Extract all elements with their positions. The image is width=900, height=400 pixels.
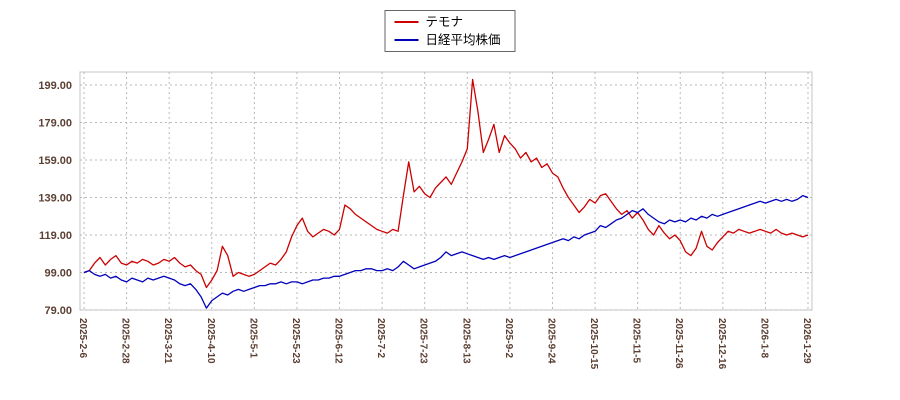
y-tick-label: 199.00 xyxy=(38,80,72,92)
y-tick-label: 159.00 xyxy=(38,155,72,167)
x-tick-label: 2025-9-2 xyxy=(503,318,514,358)
y-tick-label: 99.00 xyxy=(44,268,72,280)
x-tick-label: 2025-4-10 xyxy=(205,318,216,364)
x-tick-label: 2025-8-13 xyxy=(460,318,471,364)
x-tick-label: 2025-10-15 xyxy=(588,318,599,370)
x-tick-label: 2025-5-23 xyxy=(290,318,301,364)
y-tick-label: 139.00 xyxy=(38,193,72,205)
legend-item: テモナ xyxy=(394,16,500,29)
legend-line-swatch xyxy=(394,21,419,24)
legend-item: 日経平均株価 xyxy=(394,32,501,47)
legend-label: テモナ xyxy=(425,15,464,29)
plot-border xyxy=(79,71,813,311)
x-tick-label: 2026-1-29 xyxy=(801,318,812,364)
x-tick-label: 2025-11-5 xyxy=(631,318,642,363)
legend-line-swatch xyxy=(394,38,419,41)
x-tick-label: 2025-5-1 xyxy=(247,318,258,358)
x-tick-label: 2025-2-28 xyxy=(120,318,131,364)
y-tick-label: 119.00 xyxy=(39,230,72,242)
series-line-0 xyxy=(83,78,809,289)
x-tick-label: 2025-7-23 xyxy=(418,318,429,364)
legend-label: 日経平均株価 xyxy=(425,32,501,47)
series-line-1 xyxy=(83,194,809,309)
x-tick-label: 2025-6-12 xyxy=(333,318,344,364)
chart-legend: テモナ 日経平均株価 xyxy=(384,10,516,52)
x-tick-label: 2025-9-24 xyxy=(545,318,556,364)
y-tick-label: 79.00 xyxy=(44,305,72,317)
x-tick-label: 2025-11-26 xyxy=(673,318,684,369)
x-tick-label: 2026-1-8 xyxy=(758,318,769,358)
y-tick-label: 179.00 xyxy=(38,118,72,130)
x-tick-label: 2025-2-6 xyxy=(77,318,88,358)
x-tick-label: 2025-12-16 xyxy=(716,318,727,370)
x-tick-label: 2025-7-2 xyxy=(375,318,386,358)
x-tick-label: 2025-3-21 xyxy=(162,318,173,364)
